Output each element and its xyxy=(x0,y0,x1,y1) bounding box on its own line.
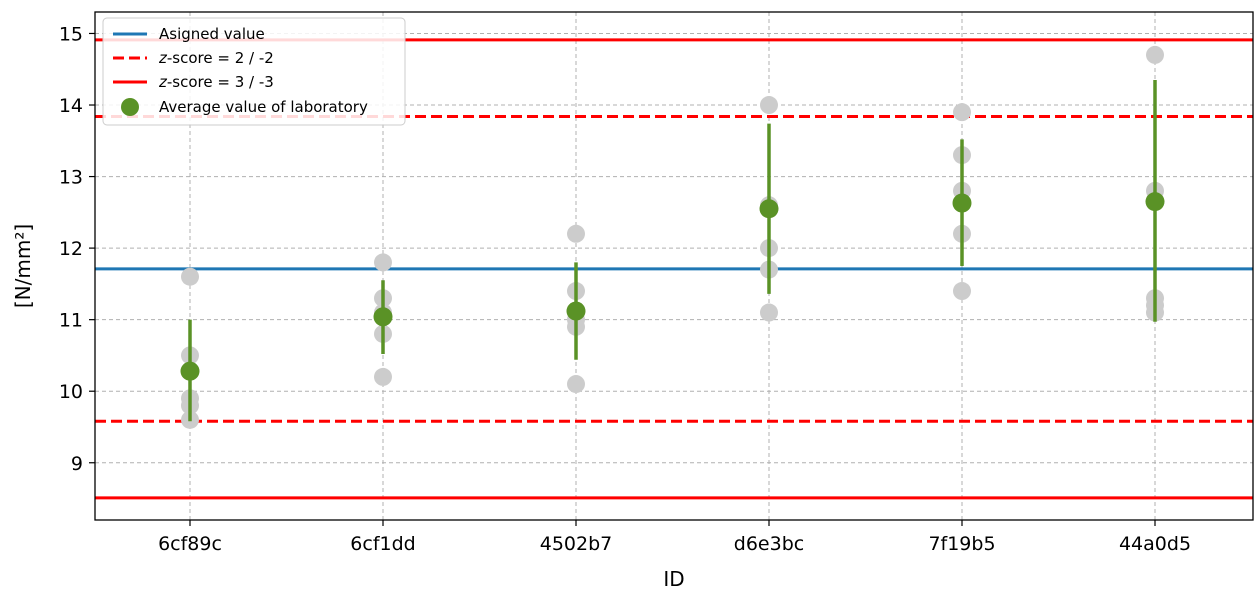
average-point xyxy=(759,199,779,219)
y-tick-label: 12 xyxy=(59,238,83,260)
average-point xyxy=(952,193,972,213)
legend-label-text: Asigned value xyxy=(159,25,265,43)
x-tick-label: 6cf89c xyxy=(158,533,222,555)
individual-value-point xyxy=(1146,45,1164,64)
individual-value-point xyxy=(181,267,199,286)
average-point xyxy=(180,361,200,381)
individual-value-point xyxy=(760,96,778,115)
x-tick-label: d6e3bc xyxy=(734,533,804,555)
y-tick-label: 10 xyxy=(59,381,83,403)
individual-value-point xyxy=(953,103,971,122)
individual-value-point xyxy=(760,303,778,322)
average-point xyxy=(566,301,586,321)
individual-value-point xyxy=(953,282,971,301)
x-tick-label: 6cf1dd xyxy=(350,533,415,555)
y-tick-label: 14 xyxy=(59,95,83,117)
legend-avg-swatch xyxy=(121,98,139,116)
y-tick-label: 9 xyxy=(71,453,83,475)
x-tick-label: 4502b7 xyxy=(540,533,613,555)
y-tick-label: 11 xyxy=(59,310,83,332)
y-axis-label: [N/mm²] xyxy=(11,224,35,308)
y-tick-label: 15 xyxy=(59,23,83,45)
individual-value-point xyxy=(374,367,392,386)
legend-label-assigned: Asigned value xyxy=(159,25,265,43)
legend-label-text: -score = 2 / -2 xyxy=(167,49,274,67)
legend-label-text: Average value of laboratory xyxy=(159,98,368,116)
legend-label-avg: Average value of laboratory xyxy=(159,98,368,116)
legend-box xyxy=(102,17,406,126)
legend-label-prefix: z xyxy=(158,73,168,91)
individual-value-point xyxy=(567,224,585,243)
x-axis-label: ID xyxy=(663,567,684,591)
y-tick-label: 13 xyxy=(59,167,83,189)
x-tick-label: 7f19b5 xyxy=(928,533,995,555)
average-point xyxy=(1145,192,1165,212)
legend-label-z2: z-score = 2 / -2 xyxy=(158,49,274,67)
average-point xyxy=(373,307,393,327)
plot-frame xyxy=(94,11,1254,521)
legend-label-prefix: z xyxy=(158,49,168,67)
legend-label-text: -score = 3 / -3 xyxy=(167,73,274,91)
x-tick-label: 44a0d5 xyxy=(1119,533,1191,555)
individual-value-point xyxy=(567,375,585,394)
individual-value-point xyxy=(374,253,392,272)
legend-label-z3: z-score = 3 / -3 xyxy=(158,73,274,91)
